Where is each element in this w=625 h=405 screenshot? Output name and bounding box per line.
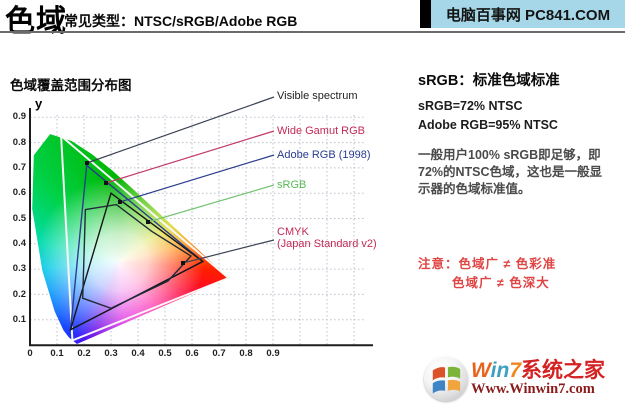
site-name-in: in bbox=[490, 359, 510, 382]
y-tick: 0.2 bbox=[12, 289, 26, 300]
y-tick: 0.8 bbox=[12, 137, 26, 148]
right-panel: sRGB：标准色域标准 sRGB=72% NTSC Adobe RGB=95% … bbox=[418, 69, 625, 293]
spec-adobe: Adobe RGB=95% NTSC bbox=[418, 118, 558, 132]
label-cmyk-line2: (Japan Standard v2) bbox=[277, 238, 377, 250]
callout-line-visible-spectrum bbox=[86, 96, 275, 164]
windows-flag-glyph bbox=[432, 366, 461, 394]
site-text: Win7系统之家 Www.Winwin7.com bbox=[471, 360, 605, 398]
spec-srgb: sRGB=72% NTSC bbox=[418, 99, 523, 113]
gamut-overlay bbox=[59, 96, 275, 342]
gamut-cmyk bbox=[81, 203, 193, 310]
callout-dot-srgb bbox=[146, 220, 150, 224]
site-watermark-banner: 电脑百事网 PC841.COM bbox=[431, 0, 625, 28]
callout-line-adobe-rgb bbox=[119, 154, 275, 203]
figure-title: 色域覆盖范围分布图 bbox=[10, 78, 132, 93]
x-tick: 0.4 bbox=[131, 348, 145, 359]
label-srgb: sRGB bbox=[277, 179, 307, 191]
label-wide-gamut-rgb: Wide Gamut RGB bbox=[277, 125, 366, 137]
label-adobe-rgb: Adobe RGB (1998) bbox=[277, 149, 371, 161]
x-tick: 0.7 bbox=[212, 348, 226, 359]
x-tick: 0.9 bbox=[266, 348, 280, 359]
site-name-cn: 系统之家 bbox=[521, 359, 605, 382]
note-line: 色域广 ≠ 色深大 bbox=[452, 276, 550, 290]
y-tick: 0.3 bbox=[12, 263, 26, 274]
explanation-paragraph: 一般用户100% sRGB即足够，即 72%的NTSC色域，这也是一般显 示器的… bbox=[418, 147, 625, 198]
paragraph-line: 一般用户100% sRGB即足够，即 bbox=[418, 148, 601, 162]
x-tick: 0.2 bbox=[77, 348, 91, 359]
x-tick: 0.8 bbox=[239, 348, 253, 359]
label-visible-spectrum: Visible spectrum bbox=[277, 90, 358, 102]
callout-dot-wide-gamut-rgb bbox=[104, 181, 108, 185]
y-tick: 0.9 bbox=[12, 111, 26, 122]
callout-dot-visible-spectrum bbox=[85, 161, 89, 165]
chromaticity-figure: 色域覆盖范围分布图 y 0 0.1 0.2 0.3 0.4 0.5 0.6 0.… bbox=[8, 78, 416, 372]
windows-flag-icon bbox=[424, 357, 468, 401]
y-tick: 0.6 bbox=[12, 187, 26, 198]
callout-line-cmyk bbox=[182, 239, 275, 264]
callout-line-srgb bbox=[147, 184, 275, 223]
note-line: 注意：色域广 ≠ 色彩准 bbox=[418, 257, 557, 271]
page-subtitle: 常见类型：NTSC/sRGB/Adobe RGB bbox=[64, 13, 298, 29]
site-url: Www.Winwin7.com bbox=[471, 381, 595, 397]
callout-dot-cmyk bbox=[181, 261, 185, 265]
srgb-heading: sRGB：标准色域标准 bbox=[418, 73, 560, 89]
gamut-wide-gamut-rgb bbox=[59, 133, 231, 342]
label-cmyk: CMYK (Japan Standard v2) bbox=[277, 226, 377, 250]
y-tick: 0.7 bbox=[12, 162, 26, 173]
paragraph-line: 示器的色域标准值。 bbox=[418, 182, 531, 196]
y-tick: 0.1 bbox=[12, 314, 26, 325]
header-divider bbox=[0, 31, 625, 33]
grid-and-axes bbox=[29, 108, 373, 347]
callout-dot-adobe-rgb bbox=[118, 200, 122, 204]
x-tick: 0.6 bbox=[185, 348, 199, 359]
x-tick: 0.3 bbox=[104, 348, 118, 359]
site-name-7: 7 bbox=[509, 359, 521, 382]
y-tick: 0.5 bbox=[12, 213, 26, 224]
warning-note: 注意：色域广 ≠ 色彩准 色域广 ≠ 色深大 bbox=[418, 255, 625, 293]
banner-accent-block bbox=[420, 0, 431, 28]
site-name-w: W bbox=[471, 359, 491, 382]
x-tick: 0.1 bbox=[50, 348, 64, 359]
x-tick: 0.5 bbox=[158, 348, 172, 359]
site-watermark-text: 电脑百事网 PC841.COM bbox=[445, 6, 611, 24]
paragraph-line: 72%的NTSC色域，这也是一般显 bbox=[418, 165, 603, 179]
y-tick: 0.4 bbox=[12, 238, 26, 249]
site-name: Win7系统之家 bbox=[471, 360, 605, 381]
site-logo: Win7系统之家 Www.Winwin7.com bbox=[424, 355, 624, 403]
x-tick: 0 bbox=[27, 348, 33, 359]
y-axis-label: y bbox=[35, 96, 43, 111]
page-title: 色域 bbox=[5, 5, 67, 38]
label-cmyk-line1: CMYK bbox=[277, 226, 309, 238]
callout-line-wide-gamut-rgb bbox=[105, 130, 275, 184]
